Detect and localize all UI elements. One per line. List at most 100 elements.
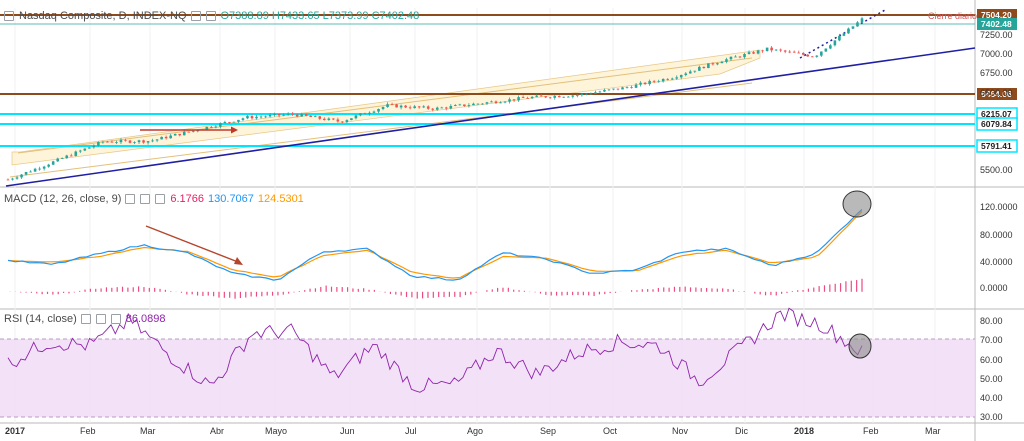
candle <box>115 142 118 144</box>
candle <box>363 113 367 115</box>
candle <box>535 95 538 97</box>
candle <box>652 80 656 82</box>
candle <box>829 45 832 49</box>
close-icon[interactable] <box>110 314 121 324</box>
macd-pane[interactable] <box>7 190 872 299</box>
candle <box>630 87 633 89</box>
macd-signal-line <box>7 211 863 279</box>
candle <box>494 101 498 104</box>
candle <box>327 118 331 121</box>
candle <box>539 95 543 97</box>
candle <box>729 56 733 60</box>
candle <box>24 171 28 175</box>
settings-icon[interactable] <box>95 314 106 324</box>
settings-icon[interactable] <box>205 11 216 21</box>
candle <box>625 87 629 89</box>
candle <box>851 26 855 29</box>
month-label: Oct <box>603 426 618 436</box>
candle <box>833 40 837 46</box>
candle <box>752 52 755 54</box>
month-label: Mar <box>925 426 941 436</box>
candle <box>698 66 701 71</box>
candle <box>612 88 615 90</box>
candle <box>490 101 493 103</box>
candle <box>124 139 127 141</box>
candle <box>250 116 254 119</box>
rsi-pane[interactable] <box>0 307 975 418</box>
month-label: Jul <box>405 426 417 436</box>
candle <box>815 55 819 57</box>
price-tick-label: 6750.00 <box>980 68 1013 78</box>
candle <box>300 114 304 117</box>
rsi-value: 86.0898 <box>125 313 166 325</box>
macd-signal-value: 124.5301 <box>257 193 304 205</box>
candle <box>738 56 742 58</box>
candle <box>155 139 159 141</box>
close-icon[interactable] <box>155 194 166 204</box>
macd-tick-label: 0.0000 <box>980 283 1008 293</box>
month-label: Feb <box>863 426 879 436</box>
candle <box>684 73 688 76</box>
candle <box>792 51 796 53</box>
eye-icon[interactable] <box>80 314 91 324</box>
candle <box>720 61 724 64</box>
month-label: Mar <box>140 426 156 436</box>
candle <box>431 108 435 110</box>
candle <box>765 47 769 52</box>
candle <box>417 106 421 108</box>
rsi-tick-label: 30.00 <box>980 412 1003 422</box>
price-tick-label: 7250.00 <box>980 30 1013 40</box>
candle <box>526 97 529 99</box>
trendline-projection <box>799 9 886 59</box>
candle <box>616 88 620 90</box>
candle <box>481 103 484 105</box>
price-level-text: 6079.84 <box>981 119 1012 129</box>
candle <box>716 63 719 65</box>
candle <box>359 113 362 116</box>
candle <box>119 139 123 143</box>
month-label: Feb <box>80 426 96 436</box>
candle <box>133 142 136 143</box>
highlight-circle <box>842 190 872 218</box>
candle <box>594 92 597 94</box>
candle <box>648 80 651 85</box>
month-label: Nov <box>672 426 689 436</box>
candle <box>688 71 692 74</box>
candle <box>101 141 105 143</box>
candle <box>273 113 276 115</box>
candle <box>422 106 426 108</box>
candle <box>621 87 624 90</box>
candle <box>241 118 245 120</box>
candle <box>83 148 87 151</box>
rsi-legend: RSI (14, close) 86.0898 <box>4 313 166 325</box>
candle <box>255 116 258 119</box>
price-level-box <box>977 18 1017 30</box>
candle <box>779 49 782 51</box>
candle <box>322 118 326 121</box>
eye-icon[interactable] <box>125 194 136 204</box>
candle <box>38 168 41 170</box>
candle <box>395 104 398 108</box>
axis-layer: 2017 Feb Mar Abr Mayo Jun Jul Ago Sep Oct Nov Dic 20… <box>5 9 1018 436</box>
candle <box>521 97 525 98</box>
candle <box>390 104 394 106</box>
price-pane[interactable] <box>0 9 976 187</box>
settings-icon[interactable] <box>140 194 151 204</box>
rsi-tick-label: 80.00 <box>980 316 1003 326</box>
candle <box>476 103 480 105</box>
candle <box>219 123 222 127</box>
candle <box>408 107 412 109</box>
candle <box>566 96 570 98</box>
candle <box>435 107 439 110</box>
candle <box>449 105 453 109</box>
candle <box>60 158 64 159</box>
candle <box>205 126 209 130</box>
candle <box>33 168 37 172</box>
collapse-icon[interactable] <box>4 11 14 21</box>
eye-icon[interactable] <box>190 11 201 21</box>
candle <box>88 147 91 149</box>
candle <box>191 130 195 132</box>
candle <box>291 113 294 115</box>
month-label: Jun <box>340 426 355 436</box>
